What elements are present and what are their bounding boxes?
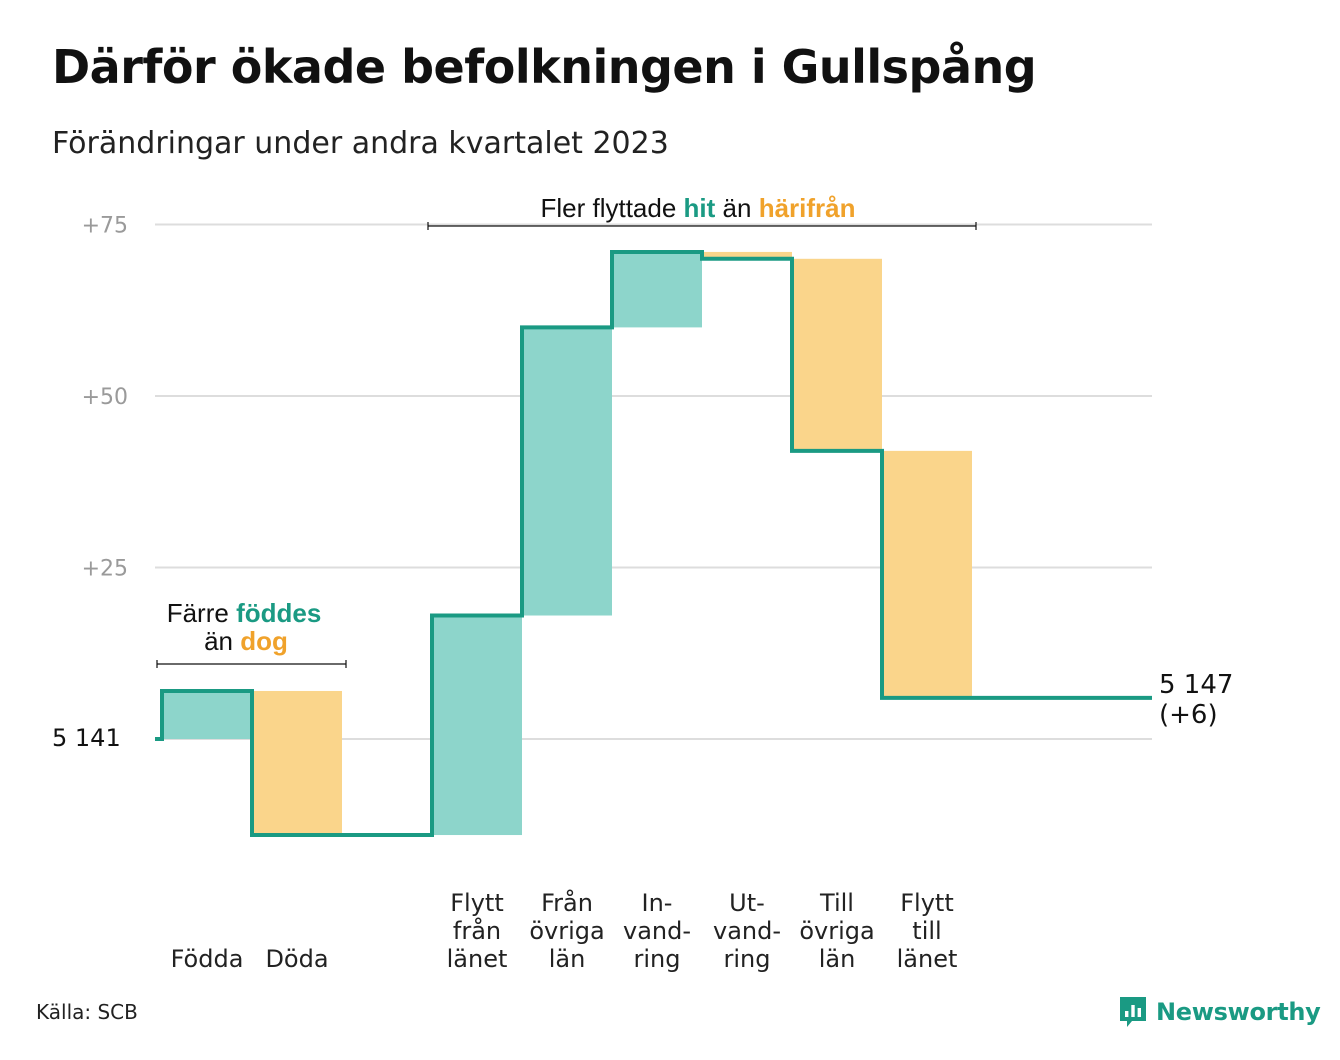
category-label: ring [724,945,771,973]
waterfall-bar [792,258,882,451]
births-annotation: Färre föddes än dog [156,598,347,668]
chart-title: Därför ökade befolkningen i Gullspång [52,40,1037,94]
category-label: Födda [171,945,244,973]
brand-name: Newsworthy [1156,998,1321,1026]
category-label: län [549,945,586,973]
category-label: Flytt [900,889,954,917]
waterfall-bar [252,690,342,836]
category-label: länet [897,945,958,973]
chart-subtitle: Förändringar under andra kvartalet 2023 [52,126,669,161]
category-label: Ut- [729,889,765,917]
waterfall-bar [702,251,792,259]
category-label: län [819,945,856,973]
category-label: från [453,916,501,945]
category-label: Till [819,889,854,917]
births-annotation-highlight1: föddes [236,598,321,628]
source-note: Källa: SCB [36,1000,138,1024]
births-annotation-text1: Färre [167,598,229,628]
waterfall-bar [882,450,972,698]
waterfall-chart: +25+50+75 Födda DödaFlyttfrånlänetFrånövr… [52,193,1233,973]
births-annotation-text2: än [204,626,233,656]
level-polyline [155,249,1152,838]
end-value-label: 5 147 [1159,670,1233,700]
newsworthy-logo: Newsworthy [1118,994,1321,1030]
waterfall-bar [612,251,702,328]
category-label: vand- [713,917,781,945]
y-tick-label: +25 [82,557,128,582]
start-value-label: 5 141 [52,724,121,752]
migration-annotation-text: Fler flyttade hit än härifrån [540,193,855,223]
category-label: Döda [265,945,328,973]
waterfall-bar [432,615,522,836]
category-label: övriga [529,917,604,945]
end-change-label: (+6) [1159,700,1218,730]
migration-annotation-highlight2: härifrån [759,193,856,223]
births-annotation-highlight2: dog [240,626,288,656]
migration-annotation-text2: än [723,193,752,223]
newsworthy-bars-icon [1120,997,1146,1027]
level-line [155,249,1152,838]
migration-annotation-text1: Fler flyttade [540,193,676,223]
category-label: Från [541,888,593,917]
category-label: länet [447,945,508,973]
category-label: In- [642,889,673,917]
births-annotation-line1: Färre föddes [167,598,322,628]
category-label: ring [634,945,681,973]
waterfall-bar [522,327,612,616]
y-tick-label: +50 [82,385,128,410]
category-label: övriga [799,917,874,945]
category-label: Flytt [450,889,504,917]
births-annotation-line2: än dog [204,626,288,656]
waterfall-bar [162,690,252,739]
migration-annotation-highlight1: hit [684,193,716,223]
category-label: vand- [623,917,691,945]
category-labels: Födda DödaFlyttfrånlänetFrånövrigalänIn-v… [171,888,958,973]
category-label: till [912,917,941,945]
migration-annotation: Fler flyttade hit än härifrån [427,193,977,230]
bars [162,251,972,836]
y-tick-label: +75 [82,214,128,239]
